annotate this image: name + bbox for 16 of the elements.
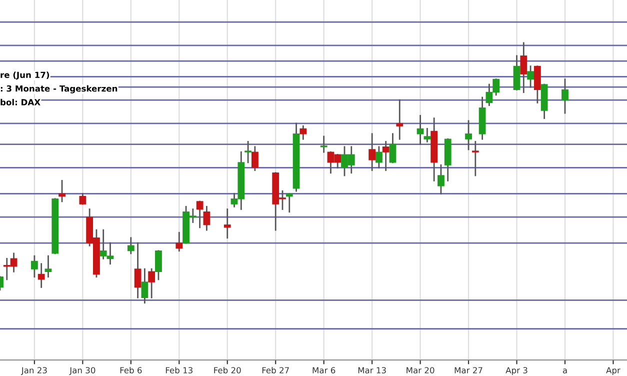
- x-tick-label: Mar 13: [358, 367, 386, 374]
- x-tick-label: Jan 30: [69, 367, 96, 375]
- x-tick-label: Mar 27: [454, 367, 482, 374]
- x-tick-label: Feb 13: [166, 366, 192, 374]
- x-tick-label: a: [562, 368, 567, 374]
- x-tick-label: Feb 20: [214, 366, 241, 374]
- annotation: re (Jun 17): [0, 72, 50, 80]
- x-tick-label: Mar 6: [312, 367, 336, 374]
- x-tick-label: Feb 27: [262, 366, 289, 374]
- annotation: : 3 Monate - Tageskerzen: [0, 85, 118, 94]
- x-tick-label: Apr 3: [506, 367, 528, 376]
- x-tick-label: Feb 6: [120, 366, 142, 374]
- annotation: bol: DAX: [0, 98, 40, 106]
- x-tick-label: Mar 20: [406, 367, 434, 374]
- x-tick-label: Apr: [606, 367, 620, 376]
- x-tick-label: Jan 23: [20, 367, 47, 375]
